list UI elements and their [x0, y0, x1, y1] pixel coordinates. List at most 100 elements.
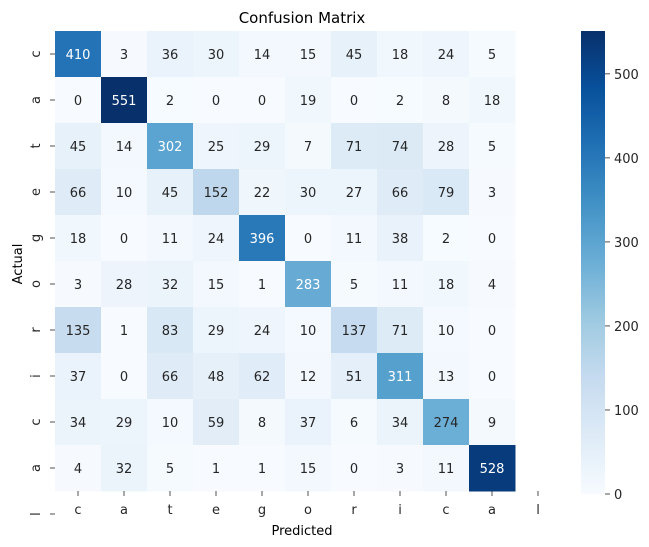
- heatmap-cell: [193, 123, 240, 170]
- heatmap-cell: [423, 353, 470, 400]
- cell-value-label: 1: [120, 324, 128, 339]
- cell-value-label: 3: [74, 278, 82, 293]
- cell-value-label: 10: [438, 324, 455, 339]
- cell-value-label: 12: [300, 370, 317, 385]
- x-tick-label: a: [120, 503, 128, 518]
- heatmap-cells: [55, 31, 516, 492]
- cell-value-label: 62: [254, 370, 271, 385]
- heatmap-cell: [469, 77, 516, 124]
- heatmap-cell: [147, 123, 194, 170]
- heatmap-cell: [55, 261, 102, 308]
- heatmap-cell: [331, 307, 378, 354]
- heatmap-cell: [423, 261, 470, 308]
- cell-value-label: 0: [304, 232, 312, 247]
- heatmap-cell: [423, 123, 470, 170]
- heatmap-cell: [285, 215, 332, 262]
- cell-value-label: 32: [116, 462, 133, 477]
- cell-value-label: 9: [488, 416, 496, 431]
- cell-value-label: 3: [396, 462, 404, 477]
- heatmap-cell: [423, 307, 470, 354]
- cell-value-label: 14: [254, 48, 271, 63]
- heatmap-cell: [285, 307, 332, 354]
- cell-value-label: 36: [162, 48, 179, 63]
- cell-value-label: 29: [254, 140, 271, 155]
- cell-value-label: 11: [438, 462, 455, 477]
- heatmap-cell: [377, 215, 424, 262]
- y-axis-label: Actual: [11, 244, 26, 285]
- heatmap-cell: [101, 123, 148, 170]
- heatmap-cell: [193, 215, 240, 262]
- heatmap-cell: [193, 261, 240, 308]
- cell-value-label: 34: [70, 416, 87, 431]
- cell-value-label: 37: [70, 370, 87, 385]
- heatmap-cell: [55, 31, 102, 78]
- cell-value-label: 528: [480, 462, 505, 477]
- y-tick-label: t: [29, 143, 44, 148]
- heatmap-cell: [423, 77, 470, 124]
- cell-value-label: 48: [208, 370, 225, 385]
- cell-value-label: 10: [162, 416, 179, 431]
- cell-value-label: 10: [300, 324, 317, 339]
- cell-value-label: 152: [204, 186, 229, 201]
- heatmap-cell: [285, 31, 332, 78]
- heatmap-cell: [101, 307, 148, 354]
- cell-value-label: 8: [258, 416, 266, 431]
- cell-value-label: 18: [70, 232, 87, 247]
- x-axis-label: Predicted: [271, 524, 332, 539]
- cell-value-label: 7: [304, 140, 312, 155]
- cell-value-label: 11: [346, 232, 363, 247]
- colorbar-tick-label: 300: [614, 236, 639, 251]
- colorbar-tick-label: 400: [614, 152, 639, 167]
- cell-value-label: 0: [488, 232, 496, 247]
- heatmap-cell: [331, 123, 378, 170]
- cell-value-label: 66: [70, 186, 87, 201]
- heatmap-cell: [423, 399, 470, 446]
- cell-value-label: 15: [300, 462, 317, 477]
- cell-value-label: 18: [438, 278, 455, 293]
- cell-value-label: 25: [208, 140, 225, 155]
- cell-value-label: 0: [120, 232, 128, 247]
- heatmap-cell: [469, 307, 516, 354]
- cell-value-label: 45: [346, 48, 363, 63]
- heatmap-cell: [239, 399, 286, 446]
- cell-value-label: 13: [438, 370, 455, 385]
- heatmap-cell: [193, 353, 240, 400]
- cell-value-label: 18: [484, 94, 501, 109]
- cell-value-label: 311: [388, 370, 413, 385]
- cell-value-label: 28: [116, 278, 133, 293]
- heatmap-cell: [55, 169, 102, 216]
- heatmap-cell: [469, 31, 516, 78]
- cell-value-label: 66: [392, 186, 409, 201]
- cell-value-label: 79: [438, 186, 455, 201]
- heatmap-cell: [239, 31, 286, 78]
- cell-value-label: 274: [434, 416, 459, 431]
- heatmap-cell: [377, 31, 424, 78]
- heatmap-cell: [55, 445, 102, 492]
- heatmap-cell: [55, 77, 102, 124]
- y-tick-label: c: [29, 418, 44, 425]
- colorbar: [581, 31, 605, 494]
- heatmap-cell: [285, 399, 332, 446]
- heatmap-cell: [147, 307, 194, 354]
- y-axis-ticks: c a t e g o r i c a l: [29, 50, 55, 516]
- heatmap-cell: [285, 169, 332, 216]
- cell-value-label: 3: [488, 186, 496, 201]
- heatmap-cell: [423, 31, 470, 78]
- heatmap-cell: [331, 77, 378, 124]
- cell-value-label: 3: [120, 48, 128, 63]
- cell-value-label: 302: [158, 140, 183, 155]
- heatmap-cell: [469, 261, 516, 308]
- heatmap-cell: [239, 445, 286, 492]
- cell-value-label: 4: [74, 462, 82, 477]
- cell-value-label: 0: [488, 370, 496, 385]
- cell-value-label: 59: [208, 416, 225, 431]
- colorbar-tick-label: 500: [614, 68, 639, 83]
- x-tick-label: i: [398, 503, 402, 518]
- cell-value-label: 0: [212, 94, 220, 109]
- y-tick-label: r: [29, 327, 44, 333]
- cell-value-label: 14: [116, 140, 133, 155]
- heatmap-cell: [193, 77, 240, 124]
